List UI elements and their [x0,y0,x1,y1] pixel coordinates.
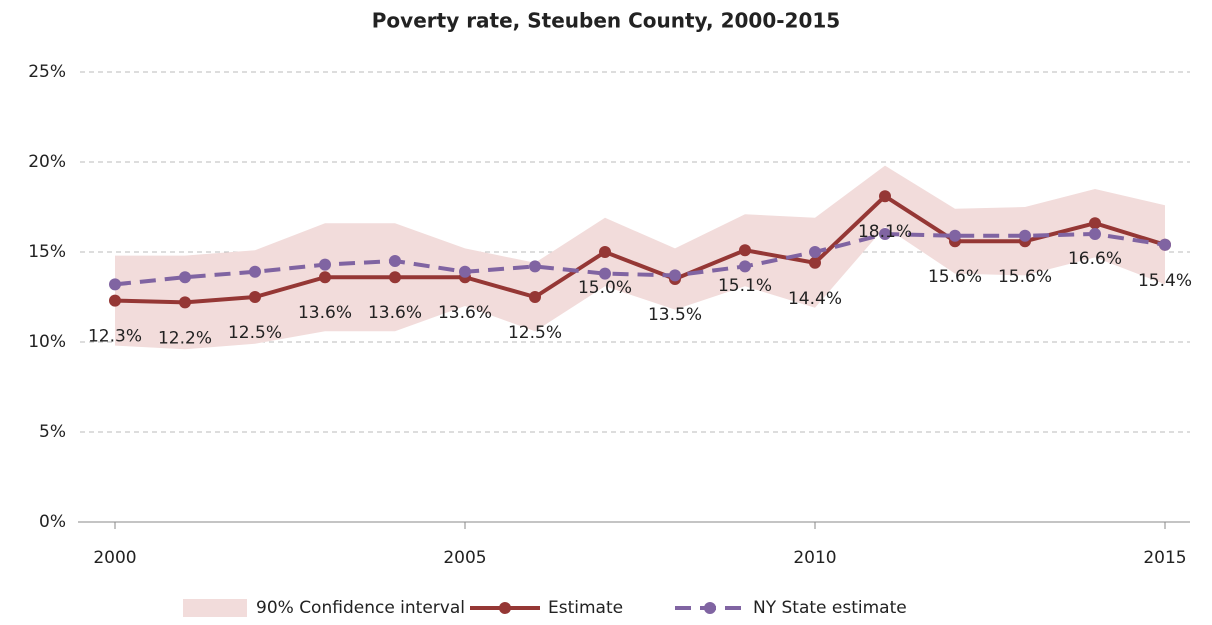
data-label: 13.6% [438,303,492,323]
y-tick-label: 25% [28,62,66,82]
point [809,256,821,269]
x-tick-label: 2000 [93,548,136,568]
y-tick-label: 5% [39,422,66,442]
point [669,269,681,282]
point [599,246,611,258]
point [389,271,401,284]
data-label: 15.6% [998,267,1052,287]
legend-label: Estimate [548,598,623,618]
point [249,291,261,303]
legend-marker [499,602,511,614]
legend-label: 90% Confidence interval [256,598,465,618]
y-tick-label: 10% [28,332,66,352]
point [459,265,471,278]
x-tick-label: 2005 [443,548,486,568]
point [179,271,191,284]
point [249,265,261,278]
point [599,267,611,280]
point [1089,217,1101,230]
data-label: 15.1% [718,276,772,296]
x-tick-label: 2010 [793,548,836,568]
point [109,278,121,291]
point [879,228,891,240]
series-line [114,231,1166,287]
point [739,244,751,257]
confidence-band [115,165,1165,350]
legend-swatch [183,599,247,617]
point [949,229,961,242]
data-label: 12.5% [228,323,282,343]
chart-title: Poverty rate, Steuben County, 2000-2015 [372,9,840,33]
data-label: 12.5% [508,323,562,343]
x-tick-label: 2015 [1143,548,1186,568]
data-label: 15.4% [1138,271,1192,291]
data-label: 15.6% [928,267,982,287]
point [529,260,541,273]
point [739,260,751,273]
point [319,271,331,284]
data-label: 12.2% [158,328,212,348]
point [529,291,541,303]
data-label: 15.0% [578,278,632,298]
point [879,190,891,203]
point [179,296,191,309]
data-label: 13.5% [648,305,702,325]
y-tick-label: 0% [39,512,66,532]
point [389,255,401,267]
point [319,258,331,271]
point [1019,229,1031,242]
point [1159,238,1171,251]
point [1089,228,1101,240]
point [109,294,121,307]
series-line [114,193,1166,305]
legend-label: NY State estimate [753,598,907,618]
y-tick-label: 20% [28,152,66,172]
legend-marker [704,602,716,614]
data-label: 14.4% [788,289,842,309]
data-label: 13.6% [298,303,352,323]
point [809,246,821,258]
data-label: 18.1% [858,222,912,242]
data-label: 12.3% [88,327,142,347]
data-label: 16.6% [1068,249,1122,269]
data-label: 13.6% [368,303,422,323]
y-tick-label: 15% [28,242,66,262]
